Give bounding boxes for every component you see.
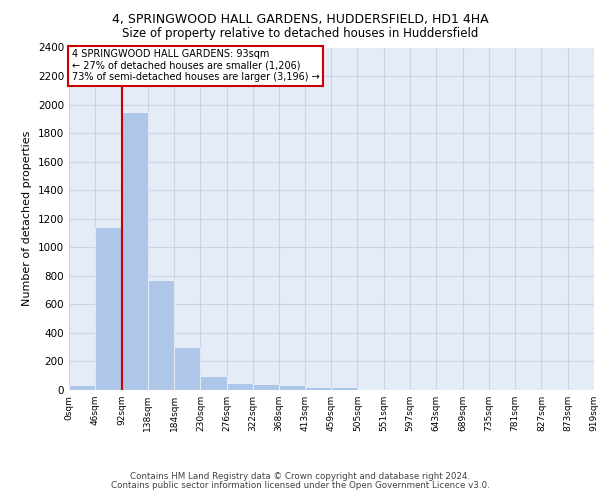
Bar [174, 347, 200, 390]
Bar [227, 383, 253, 390]
Text: Size of property relative to detached houses in Huddersfield: Size of property relative to detached ho… [122, 28, 478, 40]
Bar [148, 280, 174, 390]
Bar [253, 384, 279, 390]
Text: Contains public sector information licensed under the Open Government Licence v3: Contains public sector information licen… [110, 481, 490, 490]
Text: 4 SPRINGWOOD HALL GARDENS: 93sqm
← 27% of detached houses are smaller (1,206)
73: 4 SPRINGWOOD HALL GARDENS: 93sqm ← 27% o… [71, 49, 319, 82]
Text: 4, SPRINGWOOD HALL GARDENS, HUDDERSFIELD, HD1 4HA: 4, SPRINGWOOD HALL GARDENS, HUDDERSFIELD… [112, 12, 488, 26]
Bar [69, 385, 95, 390]
Bar [200, 376, 227, 390]
Bar [95, 228, 122, 390]
Text: Contains HM Land Registry data © Crown copyright and database right 2024.: Contains HM Land Registry data © Crown c… [130, 472, 470, 481]
Bar [305, 387, 331, 390]
Bar [279, 385, 305, 390]
Bar [122, 112, 148, 390]
Bar [331, 388, 358, 390]
Y-axis label: Number of detached properties: Number of detached properties [22, 131, 32, 306]
